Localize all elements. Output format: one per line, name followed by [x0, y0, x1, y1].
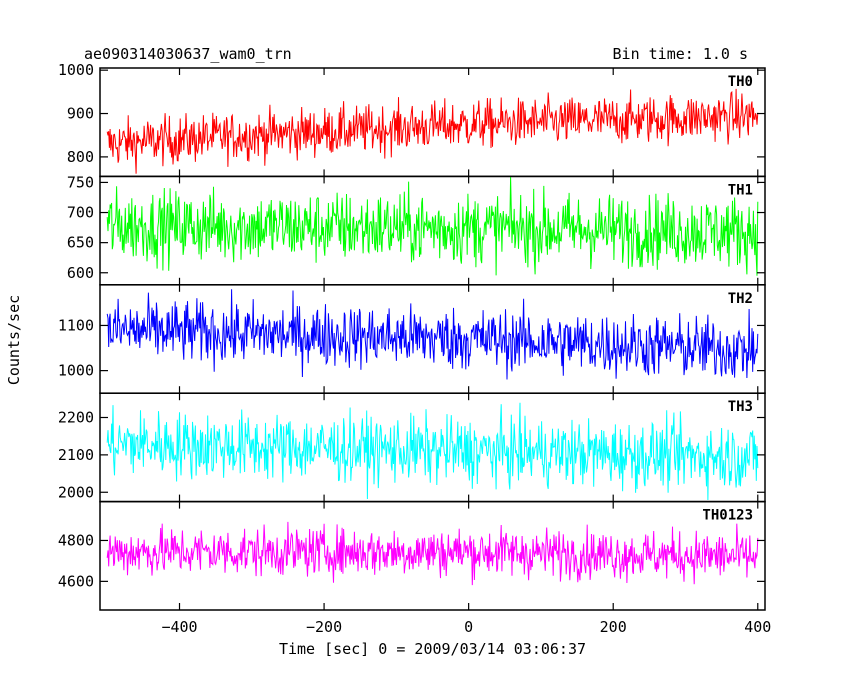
- chart-title: ae090314030637_wam0_trn: [84, 45, 292, 63]
- y-tick-label: 600: [67, 264, 94, 282]
- x-tick-label: 0: [464, 618, 473, 636]
- series-label-th2: TH2: [728, 291, 753, 307]
- bin-time-label: Bin time: 1.0 s: [612, 45, 748, 63]
- series-label-th0: TH0: [728, 74, 753, 90]
- series-line-th2: [106, 289, 759, 380]
- x-axis-label: Time [sec] 0 = 2009/03/14 03:06:37: [278, 640, 587, 658]
- y-tick-label: 2100: [58, 446, 94, 464]
- series-line-th0: [106, 88, 759, 174]
- x-tick-label: −400: [161, 618, 197, 636]
- y-tick-label: 1000: [58, 362, 94, 380]
- series-label-th1: TH1: [728, 182, 753, 198]
- y-tick-label: 800: [67, 148, 94, 166]
- panel-frame-th0123: [99, 500, 766, 611]
- series-line-th0123: [106, 521, 759, 586]
- x-tick-label: −200: [306, 618, 342, 636]
- y-tick-label: 700: [67, 204, 94, 222]
- y-tick-label: 2200: [58, 408, 94, 426]
- series-label-th3: TH3: [728, 399, 753, 415]
- y-tick-label: 650: [67, 234, 94, 252]
- y-tick-label: 4600: [58, 572, 94, 590]
- x-tick-label: 200: [600, 618, 627, 636]
- series-label-th0123: TH0123: [702, 508, 753, 524]
- y-tick-label: 750: [67, 173, 94, 191]
- series-line-th3: [106, 402, 759, 501]
- y-tick-label: 1000: [58, 61, 94, 79]
- y-tick-label: 2000: [58, 483, 94, 501]
- y-tick-label: 1100: [58, 316, 94, 334]
- x-tick-label: 400: [744, 618, 771, 636]
- series-line-th1: [106, 176, 759, 276]
- y-tick-label: 900: [67, 105, 94, 123]
- y-tick-label: 4800: [58, 531, 94, 549]
